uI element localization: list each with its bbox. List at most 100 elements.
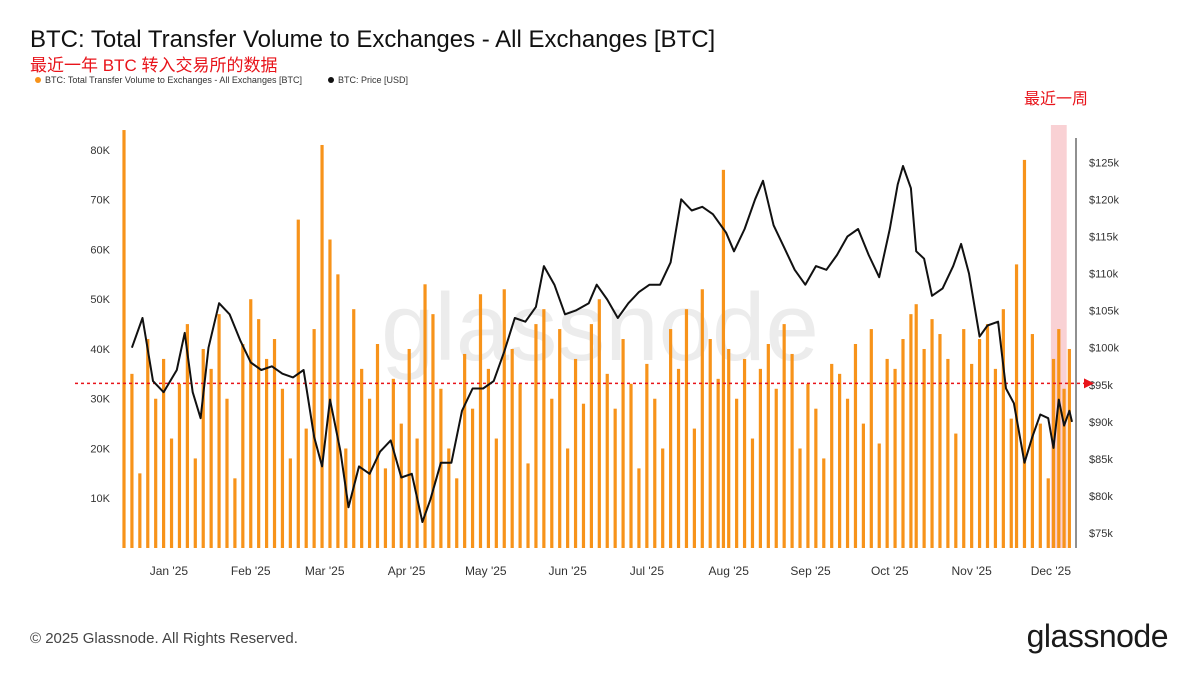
volume-bar: [930, 319, 934, 548]
x-tick-label: Feb '25: [231, 564, 271, 578]
volume-bar: [280, 388, 285, 548]
volume-bar: [264, 358, 269, 548]
volume-bar: [700, 289, 704, 548]
volume-bar: [830, 363, 834, 548]
volume-bar: [877, 443, 881, 548]
right-tick-label: $75k: [1089, 528, 1113, 540]
volume-bar: [727, 348, 731, 548]
volume-bar: [1057, 329, 1061, 548]
volume-bar: [645, 363, 649, 548]
volume-bar: [146, 339, 150, 548]
volume-bar: [605, 373, 609, 548]
left-tick-label: 70K: [90, 195, 110, 207]
volume-bar: [985, 324, 990, 548]
volume-bar: [589, 324, 593, 548]
left-tick-label: 40K: [90, 344, 110, 356]
volume-bar: [209, 368, 213, 548]
left-tick-label: 50K: [90, 294, 110, 306]
volume-bar: [893, 368, 897, 548]
legend-item-price[interactable]: BTC: Price [USD]: [327, 75, 408, 85]
volume-bar: [838, 373, 842, 548]
volume-bar: [721, 169, 726, 549]
volume-bar: [138, 473, 142, 548]
x-tick-label: Sep '25: [790, 564, 831, 578]
volume-bar: [1062, 388, 1066, 548]
volume-bar: [742, 358, 747, 548]
volume-bar: [573, 358, 578, 548]
legend-label-volume: BTC: Total Transfer Volume to Exchanges …: [45, 75, 302, 85]
volume-bar: [566, 448, 570, 548]
x-tick-label: May '25: [465, 564, 507, 578]
volume-bar: [1046, 478, 1050, 548]
volume-bar: [901, 339, 905, 548]
right-axis: $75k $80k $85k $90k $95k $100k $105k $110k $115k…: [1089, 157, 1119, 540]
volume-bar: [320, 144, 324, 548]
volume-bar: [758, 368, 763, 548]
copyright-notice: © 2025 Glassnode. All Rights Reserved.: [30, 630, 298, 647]
volume-bar: [502, 289, 506, 548]
volume-bar: [550, 398, 554, 548]
volume-bar: [653, 398, 657, 548]
volume-bar: [201, 348, 205, 548]
left-tick-label: 20K: [90, 443, 110, 455]
price-line: [130, 165, 1073, 523]
volume-bar: [946, 358, 950, 548]
volume-bar: [637, 468, 641, 548]
volume-bar: [233, 478, 237, 548]
volume-bar: [750, 438, 755, 548]
legend-item-volume[interactable]: BTC: Total Transfer Volume to Exchanges …: [35, 75, 302, 85]
volume-bar: [439, 388, 443, 548]
volume-bar: [1030, 334, 1034, 548]
volume-bar: [407, 348, 411, 548]
volume-bar: [431, 314, 435, 548]
x-tick-label: Jan '25: [150, 564, 189, 578]
volume-bar: [336, 274, 340, 548]
volume-bar: [661, 448, 665, 548]
right-tick-label: $125k: [1089, 157, 1119, 169]
volume-bar: [415, 438, 419, 548]
legend: BTC: Total Transfer Volume to Exchanges …: [35, 75, 408, 85]
volume-bar: [938, 334, 942, 548]
volume-bar: [766, 344, 770, 548]
volume-bar: [154, 398, 158, 548]
volume-bar: [629, 383, 633, 548]
volume-bar: [1067, 348, 1071, 548]
recent-week-label: 最近一周: [1024, 91, 1089, 108]
volume-bar: [798, 448, 802, 548]
volume-bar: [177, 383, 182, 548]
right-tick-label: $110k: [1089, 269, 1119, 281]
volume-bar: [869, 329, 873, 548]
volume-bar: [782, 324, 786, 548]
volume-bar: [708, 339, 712, 548]
volume-bar: [993, 368, 998, 548]
right-tick-label: $105k: [1089, 306, 1119, 318]
volume-bar: [735, 398, 739, 548]
right-tick-label: $100k: [1089, 343, 1119, 355]
volume-bar: [463, 353, 467, 548]
volume-bar: [1014, 264, 1019, 548]
volume-bar: [542, 309, 546, 548]
volume-bar: [185, 324, 189, 548]
volume-bar: [676, 368, 681, 548]
volume-bar: [217, 314, 221, 548]
legend-dot-price: [327, 77, 334, 83]
volume-bar: [716, 378, 720, 548]
volume-bar: [558, 329, 562, 548]
volume-bar: [774, 388, 778, 548]
volume-bar: [526, 463, 530, 548]
volume-bar: [814, 408, 818, 548]
chart-title: BTC: Total Transfer Volume to Exchanges …: [30, 26, 716, 53]
left-tick-label: 30K: [90, 394, 110, 406]
volume-bar: [162, 358, 166, 548]
volume-bar: [790, 353, 794, 548]
volume-bar: [692, 428, 696, 548]
legend-label-price: BTC: Price [USD]: [337, 75, 408, 85]
left-axis: 10K 20K 30K 40K 50K 60K 70K 80K: [90, 145, 110, 505]
volume-bar: [613, 408, 617, 548]
volume-bar: [383, 468, 388, 548]
volume-bar: [360, 368, 364, 548]
right-tick-label: $90k: [1089, 417, 1113, 429]
glassnode-logo[interactable]: glassnode: [1026, 618, 1169, 654]
volume-bar: [494, 438, 498, 548]
volume-bar: [597, 299, 601, 548]
